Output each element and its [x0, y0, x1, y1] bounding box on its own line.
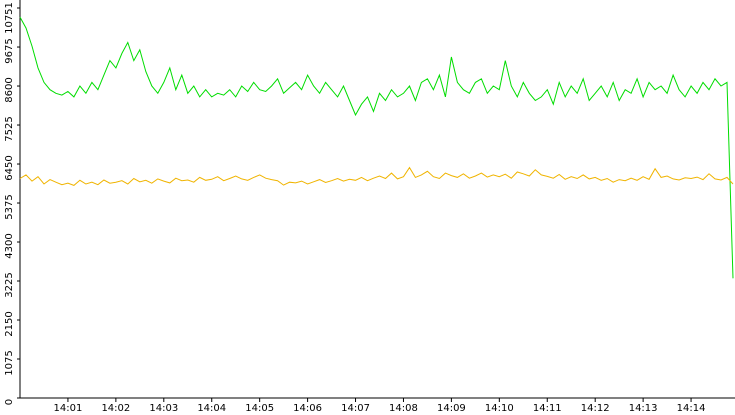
- y-tick-label: 5375: [4, 194, 15, 219]
- x-tick-label: 14:14: [677, 403, 706, 414]
- series-line: [19, 166, 734, 186]
- y-tick-label: 3225: [4, 272, 15, 297]
- x-tick-label: 14:03: [149, 403, 178, 414]
- x-tick-label: 14:10: [485, 403, 514, 414]
- y-tick-label: 6450: [4, 155, 15, 180]
- y-tick-label: 8600: [4, 77, 15, 102]
- y-tick-label: 4300: [4, 233, 15, 258]
- x-tick-label: 14:09: [437, 403, 466, 414]
- x-tick-label: 14:01: [54, 403, 83, 414]
- x-tick-label: 14:04: [197, 403, 226, 414]
- x-tick-label: 14:02: [101, 403, 130, 414]
- y-tick-label: 9675: [4, 38, 15, 63]
- x-tick-label: 14:05: [245, 403, 274, 414]
- y-tick-label: 2150: [4, 311, 15, 336]
- x-tick-label: 14:13: [629, 403, 658, 414]
- x-tick-label: 14:08: [389, 403, 418, 414]
- x-tick-label: 14:12: [581, 403, 610, 414]
- y-tick-label: 0: [4, 399, 15, 405]
- y-tick-label: 7525: [4, 116, 15, 141]
- x-tick-label: 14:11: [533, 403, 562, 414]
- y-tick-label: 1075: [4, 350, 15, 375]
- y-tick-label: 10751: [4, 2, 15, 34]
- x-tick-label: 14:06: [293, 403, 322, 414]
- series-line: [19, 16, 734, 279]
- x-tick-label: 14:07: [341, 403, 370, 414]
